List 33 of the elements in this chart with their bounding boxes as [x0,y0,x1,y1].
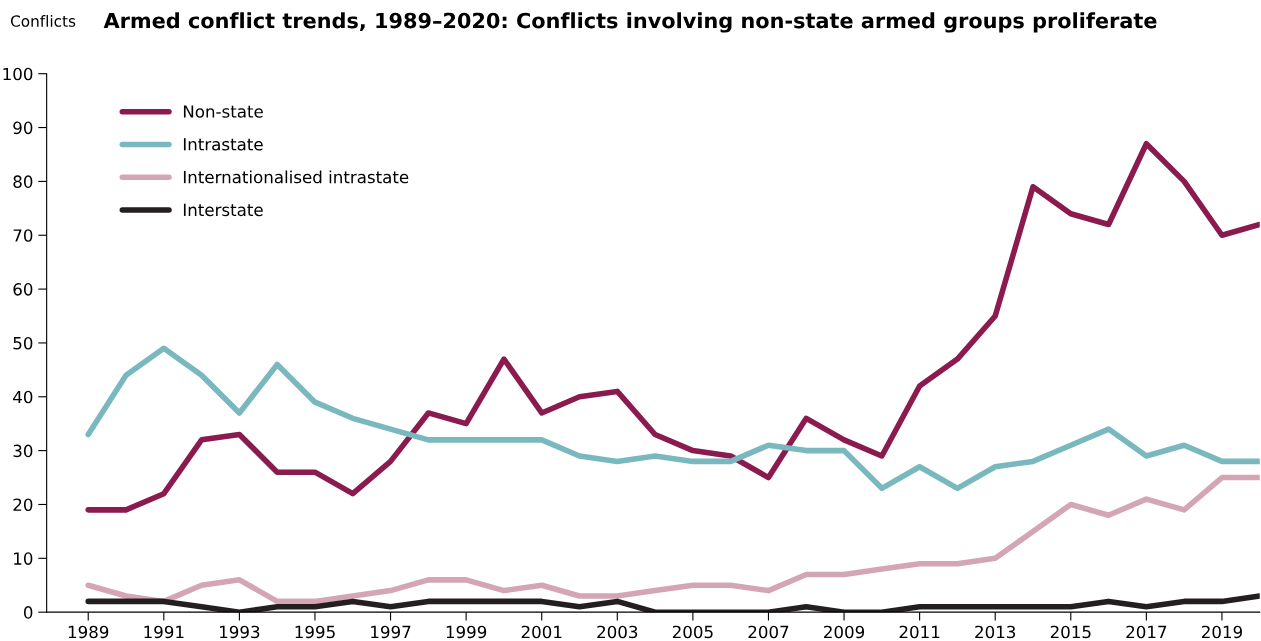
y-tick-label: 40 [13,390,33,404]
legend-label: Internationalised intrastate [183,170,409,184]
x-tick-label: 1993 [220,625,260,639]
x-tick-label: 2017 [1126,625,1167,639]
y-tick-label: 10 [14,552,33,565]
y-axis-title: Conflicts [10,15,76,27]
y-tick-label: 70 [13,229,33,242]
x-tick-label: 2011 [899,625,940,639]
x-tick-label: 2007 [748,625,789,639]
x-tick-label: 2013 [975,625,1016,639]
legend-label: Interstate [183,203,263,217]
y-tick-label: 90 [13,121,33,135]
x-tick-label: 2015 [1050,625,1091,639]
x-tick-label: 1997 [371,625,411,639]
x-tick-label: 2003 [597,625,638,639]
y-tick-label: 60 [13,283,33,296]
y-tick-label: 20 [13,498,33,512]
x-tick-label: 2019 [1201,625,1242,639]
x-tick-label: 2001 [521,625,562,639]
y-tick-label: 50 [13,336,33,350]
x-tick-label: 1995 [295,625,335,639]
x-tick-label: 2005 [672,625,713,639]
x-tick-label: 1999 [446,625,487,639]
y-tick-label: 30 [13,444,33,458]
chart-title: Armed conflict trends, 1989–2020: Conflicts involving non-state armed groups proliferate [103,12,1157,33]
x-tick-label: 1989 [68,625,109,639]
legend-label: Non-state [183,105,263,118]
y-tick-label: 0 [23,606,33,619]
x-tick-label: 1991 [144,625,184,639]
y-tick-label: 100 [3,67,33,81]
legend-label: Intrastate [183,138,263,151]
x-tick-label: 2009 [824,625,865,639]
y-tick-label: 80 [13,175,33,188]
